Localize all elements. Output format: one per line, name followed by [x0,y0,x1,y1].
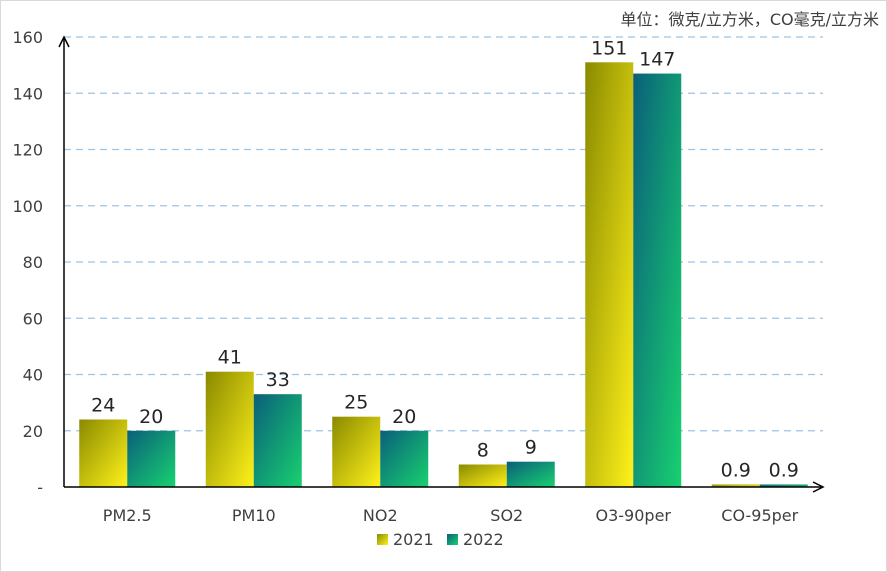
data-label: 25 [344,392,368,414]
bar-2021-SO2 [458,464,507,487]
bar-2021-NO2 [332,416,381,487]
bar-2022-SO2 [506,461,555,487]
x-tick-label: NO2 [363,506,398,525]
bar-2022-NO2 [380,430,429,487]
y-tick-label: 120 [12,141,43,160]
data-label: 0.9 [721,459,751,481]
y-axis-ticks: - 20 40 60 80 100 120 140 160 [12,28,43,497]
data-label: 9 [525,437,537,459]
x-tick-label: O3-90per [596,506,672,525]
bars [79,62,808,487]
bar-2021-O3-90per [585,62,634,487]
data-label: 41 [218,347,242,369]
x-tick-label: CO-95per [721,506,798,525]
legend-swatch [447,534,458,545]
legend-label: 2022 [463,530,504,549]
y-tick-label: 40 [23,366,43,385]
bar-2022-CO-95per [759,484,808,487]
bar-2021-PM2.5 [79,419,128,487]
data-label: 20 [139,406,163,428]
data-labels: 24 20 41 33 25 20 8 9 151 147 0.9 0.9 [91,37,799,481]
data-label: 151 [591,37,627,59]
x-axis-ticks: PM2.5 PM10 NO2 SO2 O3-90per CO-95per [103,506,799,525]
y-tick-label: 20 [23,422,43,441]
data-label: 33 [266,369,290,391]
data-label: 0.9 [769,459,799,481]
y-tick-label: 100 [12,197,43,216]
x-tick-label: PM2.5 [103,506,152,525]
data-label: 147 [639,49,675,71]
unit-note: 单位：微克/立方米，CO毫克/立方米 [620,10,879,29]
axes [58,35,825,493]
x-tick-label: PM10 [232,506,276,525]
gridlines [64,36,823,432]
x-axis-arrow [812,481,825,493]
legend-label: 2021 [393,530,434,549]
legend-swatch [377,534,388,545]
bar-2021-PM10 [205,371,254,487]
bar-2022-O3-90per [633,73,682,487]
data-label: 8 [477,440,489,462]
data-label: 24 [91,395,115,417]
y-tick-label: 60 [23,309,43,328]
x-tick-label: SO2 [490,506,523,525]
y-tick-label: - [37,478,43,497]
y-tick-label: 160 [12,28,43,47]
data-label: 20 [392,406,416,428]
legend: 2021 2022 [377,530,504,549]
bar-2022-PM10 [253,394,302,487]
bar-2022-PM2.5 [127,430,176,487]
bar-2021-CO-95per [711,484,760,487]
y-axis-arrow [58,35,70,48]
y-tick-label: 140 [12,84,43,103]
y-tick-label: 80 [23,253,43,272]
